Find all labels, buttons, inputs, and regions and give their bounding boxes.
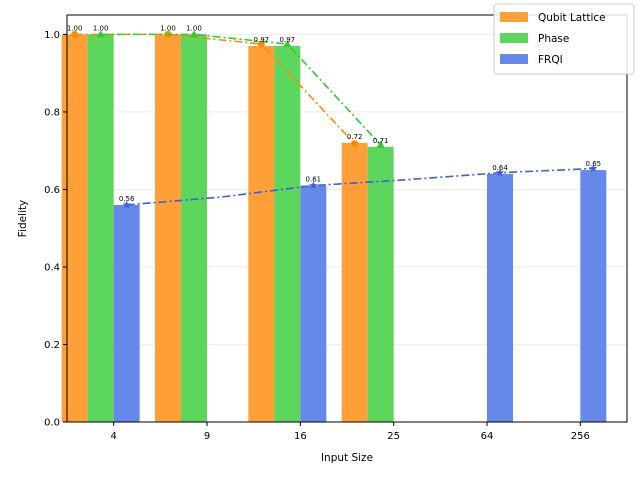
- trend-lines: [71, 30, 598, 209]
- bar: [300, 185, 327, 422]
- x-tick-label: 9: [204, 431, 210, 442]
- x-axis: 4 9 16 25 64 256: [110, 422, 590, 442]
- y-axis-label: Fidelity: [17, 200, 29, 237]
- x-tick-label: 25: [387, 431, 400, 442]
- data-label: 1.00: [93, 24, 109, 32]
- legend-box: [493, 3, 635, 75]
- x-tick-label: 256: [571, 431, 590, 442]
- y-tick-label: 0.0: [44, 418, 60, 429]
- marker: [589, 164, 598, 173]
- data-labels: 1.00 1.00 0.97 0.72 1.00 1.00 0.97 0.71 0.56 0.61…: [67, 24, 601, 203]
- marker: [122, 200, 131, 209]
- marker: [71, 30, 79, 38]
- marker: [309, 181, 318, 190]
- x-tick-label: 4: [110, 431, 116, 442]
- y-tick-label: 0.4: [44, 262, 60, 273]
- data-label: 0.72: [347, 133, 363, 141]
- trend-line: [74, 33, 356, 145]
- data-label: 0.61: [306, 176, 322, 184]
- data-label: 0.97: [254, 36, 270, 44]
- bars: [61, 34, 607, 423]
- x-tick-label: 64: [481, 431, 494, 442]
- bar: [155, 34, 181, 422]
- legend-label: FRQI: [538, 54, 563, 66]
- data-label: 1.00: [186, 24, 202, 32]
- marker: [495, 168, 505, 177]
- legend-swatch: [500, 33, 528, 43]
- legend-label: Qubit Lattice: [538, 12, 606, 24]
- legend-swatch: [500, 12, 528, 22]
- bar: [487, 173, 513, 422]
- legend-label: Phase: [538, 33, 569, 45]
- data-label: 0.65: [586, 160, 602, 168]
- data-label: 0.56: [119, 195, 135, 203]
- bar: [113, 204, 140, 422]
- marker: [351, 140, 359, 148]
- trend-line: [126, 167, 594, 206]
- y-tick-label: 1.0: [44, 30, 60, 41]
- x-axis-label: Input Size: [321, 452, 373, 464]
- data-label: 0.97: [280, 36, 296, 44]
- bar: [248, 46, 275, 423]
- x-tick-label: 16: [294, 431, 307, 442]
- bar: [580, 170, 607, 422]
- data-label: 1.00: [160, 24, 176, 32]
- trend-line: [100, 33, 382, 146]
- bar: [61, 34, 88, 422]
- bar: [87, 34, 114, 422]
- bar: [367, 146, 394, 423]
- marker: [376, 140, 385, 148]
- plot-frame: [66, 14, 628, 423]
- marker: [96, 30, 105, 38]
- y-tick-label: 0.2: [44, 340, 60, 351]
- y-tick-label: 0.8: [44, 107, 60, 118]
- data-label: 0.64: [492, 164, 508, 172]
- legend[interactable]: Qubit Lattice Phase FRQI: [493, 3, 635, 75]
- marker: [190, 30, 198, 38]
- data-label: 0.71: [373, 137, 389, 145]
- bar: [181, 34, 207, 422]
- y-axis: 0.0 0.2 0.4 0.6 0.8 1.0: [44, 30, 67, 429]
- legend-swatch: [500, 54, 528, 64]
- marker: [283, 39, 292, 48]
- bar: [274, 46, 301, 423]
- y-tick-label: 0.6: [44, 185, 60, 196]
- bar: [341, 142, 368, 422]
- data-label: 1.00: [67, 24, 83, 32]
